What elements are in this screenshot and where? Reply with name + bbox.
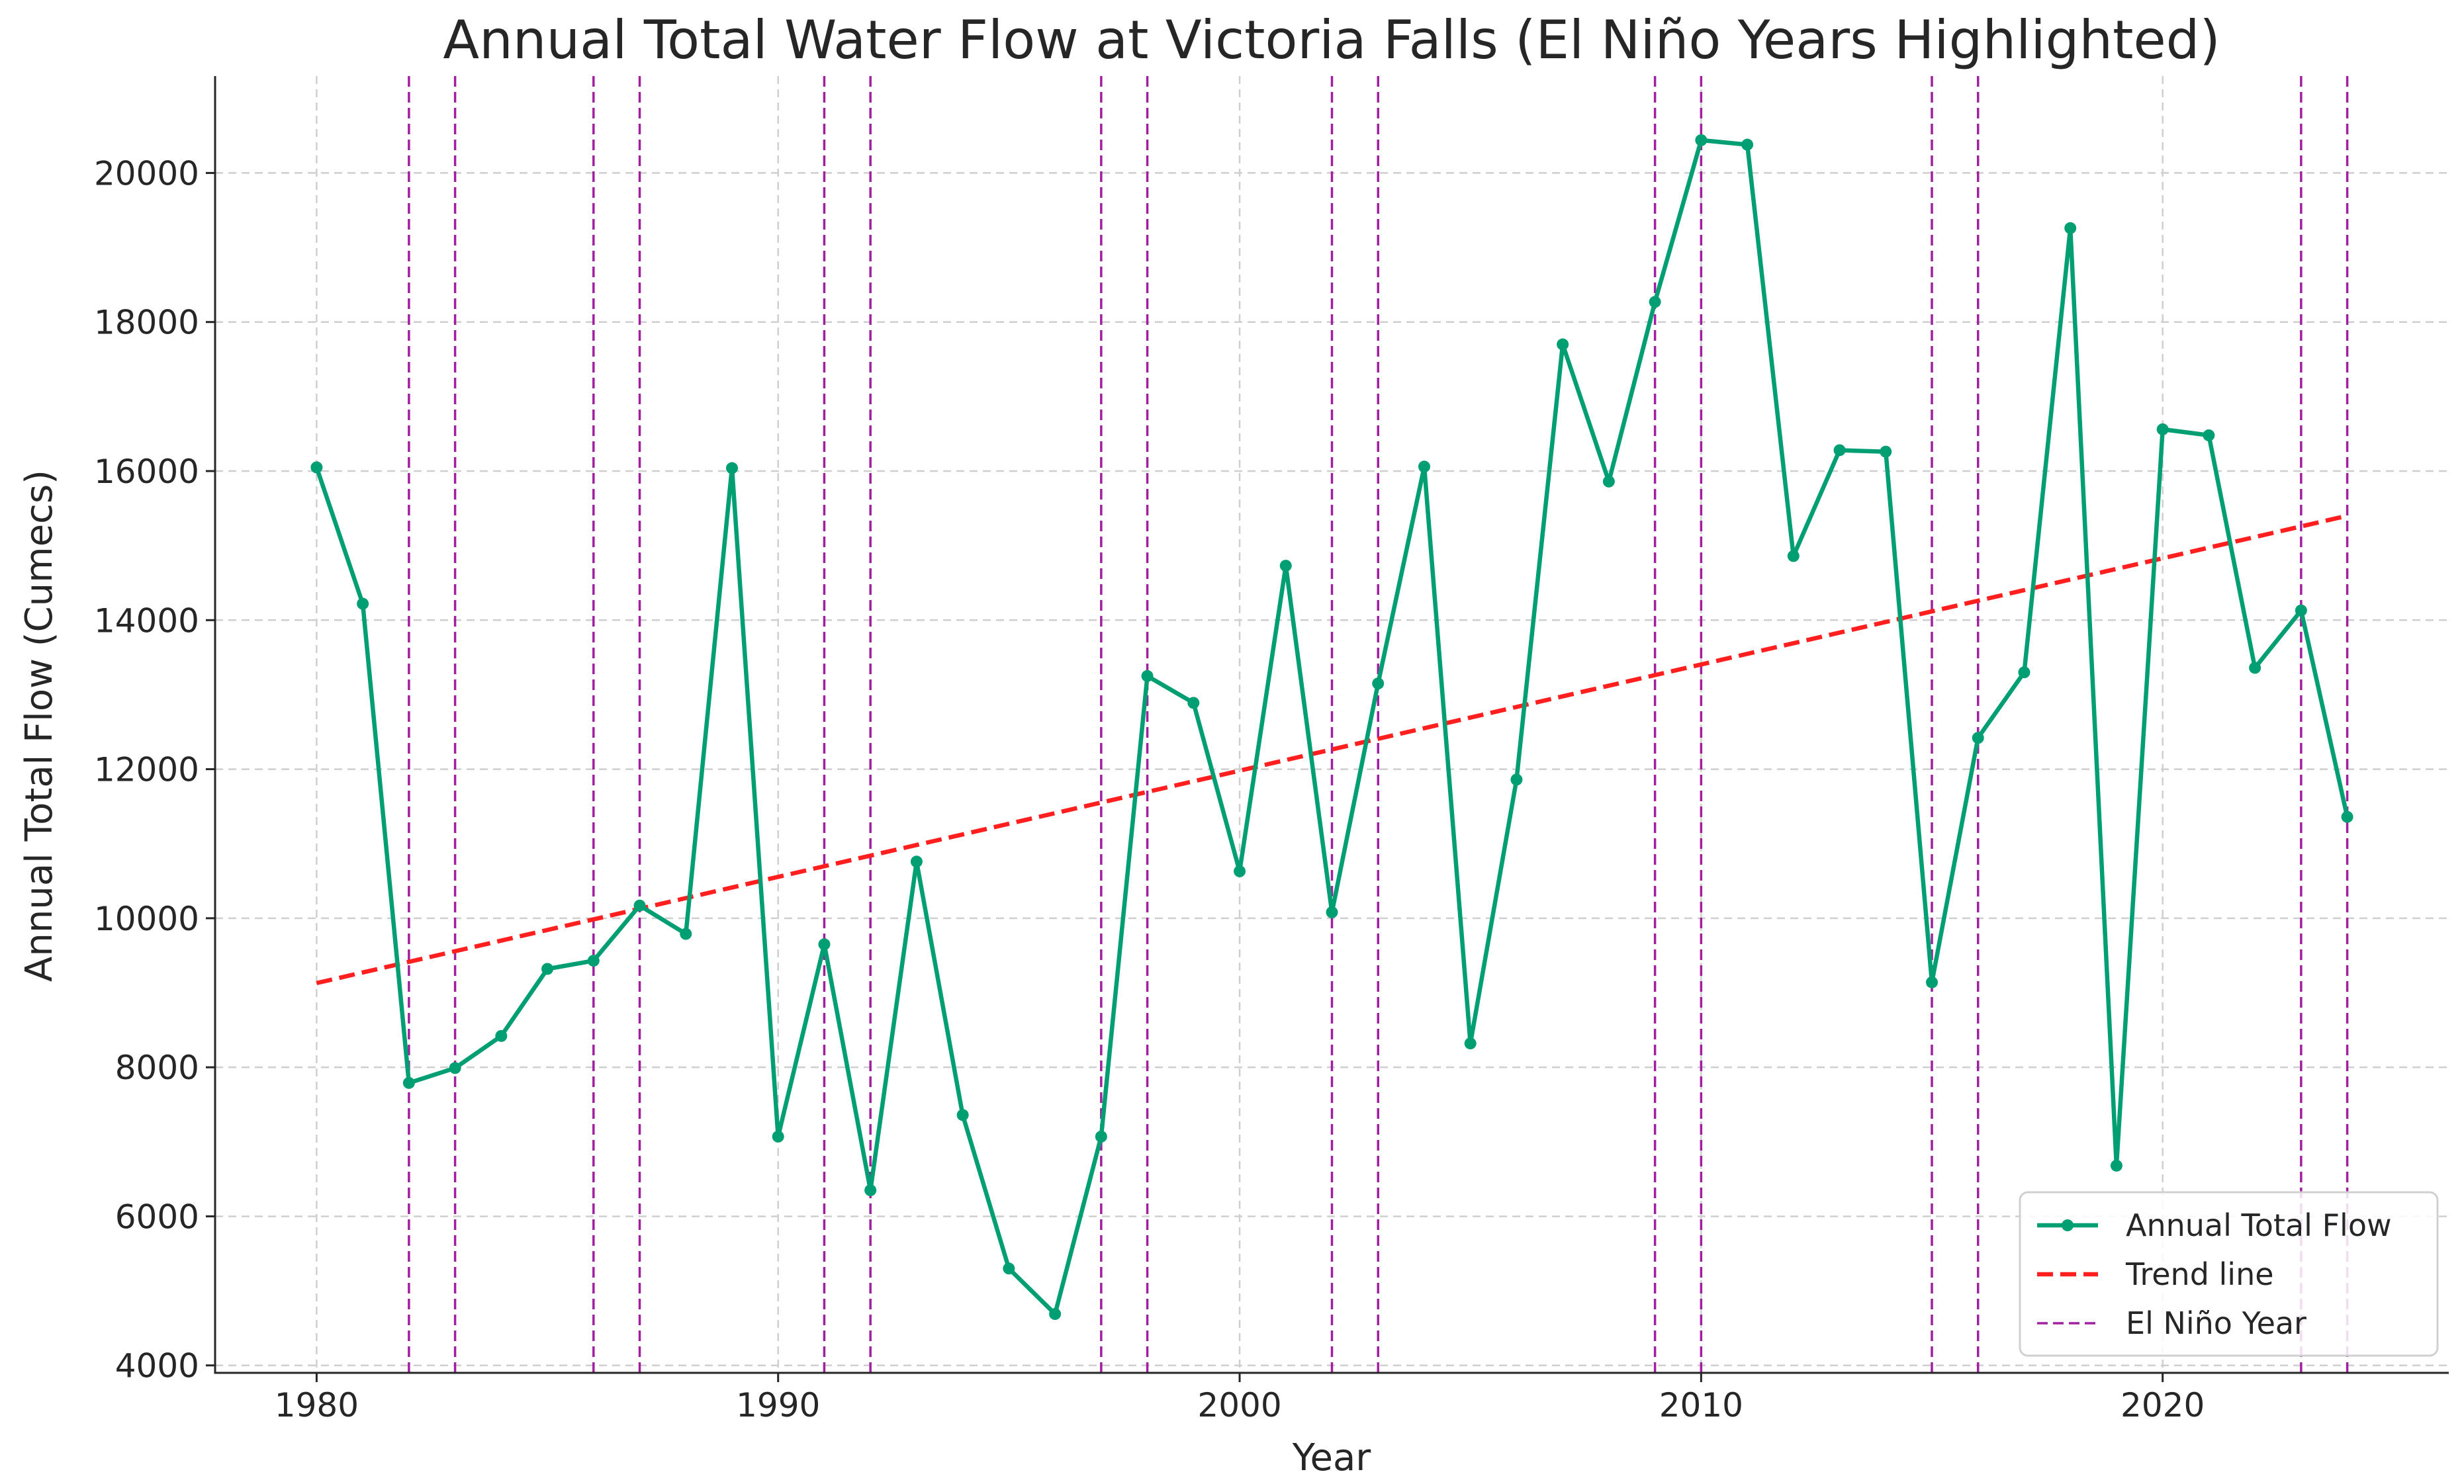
el-nino-markers [408,76,2349,1373]
annual-flow-point [1372,677,1385,690]
annual-flow-point [1095,1130,1107,1143]
y-axis-label: Annual Total Flow (Cumecs) [18,470,61,982]
annual-flow-point [1418,460,1430,473]
annual-flow-point [956,1109,969,1121]
y-tick-label: 6000 [115,1198,199,1236]
annual-flow-point [1049,1308,1062,1321]
annual-flow-point [1695,134,1708,146]
annual-flow-series [310,134,2353,1321]
annual-flow-point [2110,1159,2122,1172]
y-tick-label: 8000 [115,1049,199,1087]
x-axis-label: Year [1292,1436,1372,1479]
annual-flow-point [1510,773,1523,786]
annual-flow-point [1326,906,1338,918]
annual-flow-point [2249,662,2261,674]
legend-flow-marker [2062,1219,2074,1231]
annual-flow-point [357,597,369,610]
annual-flow-point [310,461,323,474]
x-tick-label: 1980 [275,1386,359,1424]
annual-flow-point [864,1184,877,1197]
annual-flow-point [1003,1262,1015,1275]
annual-flow-point [1787,550,1800,562]
annual-flow-point [2064,222,2077,234]
legend-flow-label: Annual Total Flow [2126,1207,2392,1243]
y-tick-label: 4000 [115,1347,199,1385]
legend-frame [2019,1191,2439,1357]
annual-flow-point [772,1130,784,1143]
legend-el-nino-label: El Niño Year [2126,1305,2306,1341]
annual-flow-point [1464,1037,1477,1050]
annual-flow-point [587,955,600,967]
annual-flow-point [2341,810,2353,823]
y-tick-label: 18000 [94,304,199,342]
axis-spines [214,76,2449,1374]
x-tick-label: 2010 [1659,1386,1743,1424]
x-tick-label: 2000 [1197,1386,1281,1424]
annual-flow-point [2018,666,2031,679]
annual-flow-point [1234,865,1246,877]
annual-flow-point [1833,444,1846,457]
annual-flow-point [2156,423,2169,435]
annual-flow-point [2203,429,2215,441]
annual-flow-point [1741,138,1754,151]
annual-flow-point [725,462,738,474]
annual-flow-point [1972,732,1984,744]
annual-flow-point [402,1076,415,1089]
y-tick-label: 20000 [94,154,199,193]
annual-flow-point [1187,697,1200,709]
x-tick-label: 1990 [736,1386,820,1424]
annual-flow-point [449,1062,461,1074]
axes: 1980 1990 2000 2010 2020 4000 6000 8000 10000 120… [94,76,2449,1424]
annual-flow-point [1141,670,1154,682]
annual-flow-point [495,1029,508,1042]
y-tick-label: 16000 [94,453,199,491]
y-tick-label: 14000 [94,601,199,640]
chart-title: Annual Total Water Flow at Victoria Fall… [443,9,2220,71]
y-tick-label: 10000 [94,900,199,938]
legend: Annual Total Flow Trend line El Niño Yea… [2019,1191,2439,1357]
annual-flow-point [541,963,554,975]
annual-flow-point [633,899,646,912]
annual-flow-point [818,938,831,951]
annual-flow-point [2295,604,2307,617]
annual-flow-point [1926,976,1939,988]
legend-trend-label: Trend line [2125,1256,2274,1292]
annual-flow-point [1880,445,1892,458]
annual-flow-point [1279,560,1292,572]
y-tick-label: 12000 [94,751,199,789]
x-tick-label: 2020 [2121,1386,2205,1424]
annual-flow-point [910,855,923,868]
annual-flow-point [680,928,692,940]
annual-flow-point [1602,475,1615,488]
annual-flow-point [1649,296,1661,308]
annual-flow-point [1557,338,1569,351]
